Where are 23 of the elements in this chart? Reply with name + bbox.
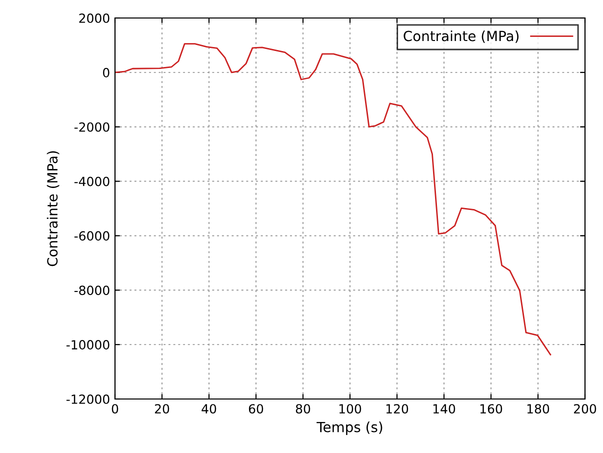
- x-tick-label: 0: [112, 404, 118, 414]
- x-tick-label: 60: [248, 404, 264, 414]
- x-tick-label: 40: [202, 404, 216, 414]
- y-tick-label: 2000: [79, 13, 110, 23]
- x-tick-label: 100: [339, 404, 362, 414]
- y-tick-label: -2000: [74, 122, 110, 132]
- y-axis-title: Contrainte (MPa): [46, 151, 60, 266]
- x-tick-label: 120: [386, 404, 408, 414]
- x-tick-label: 200: [574, 404, 596, 414]
- x-tick-label: 20: [154, 404, 170, 414]
- legend-label: Contrainte (MPa): [404, 30, 519, 43]
- x-tick-label: 140: [433, 404, 456, 414]
- x-axis-title: Temps (s): [316, 422, 382, 435]
- y-tick-label: 0: [103, 68, 110, 78]
- y-tick-label: -12000: [66, 394, 110, 404]
- x-tick-label: 180: [527, 404, 550, 414]
- y-tick-label: -6000: [74, 231, 110, 241]
- y-tick-label: -10000: [66, 340, 110, 350]
- x-tick-label: 80: [296, 404, 310, 414]
- y-tick-label: -8000: [74, 286, 110, 296]
- line-series: [115, 43, 552, 356]
- y-tick-label: -4000: [74, 176, 110, 186]
- x-tick-label: 160: [480, 404, 502, 414]
